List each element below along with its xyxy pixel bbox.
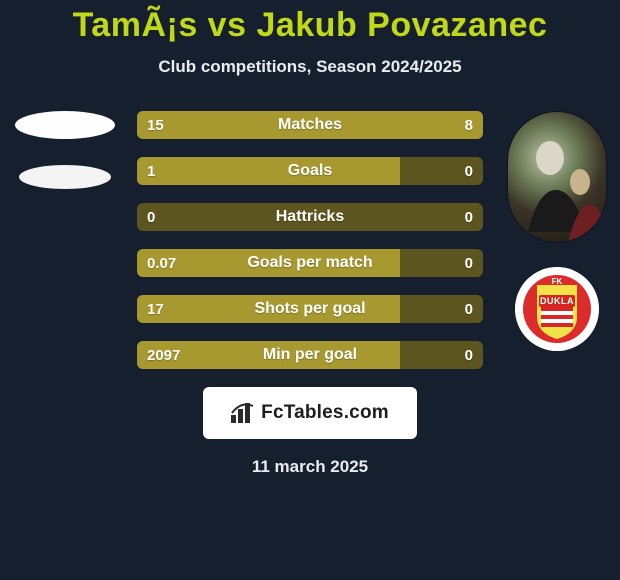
player-silhouette-icon bbox=[508, 112, 607, 243]
stat-row: 17Shots per goal0 bbox=[137, 295, 483, 323]
comparison-content: FK DUKLA 15Matches8 1Goals0 0Hattricks0 0.0… bbox=[0, 111, 620, 369]
stat-label: Shots per goal bbox=[137, 300, 483, 318]
stat-row: 1Goals0 bbox=[137, 157, 483, 185]
stat-label: Hattricks bbox=[137, 208, 483, 226]
fctables-logo-icon bbox=[231, 403, 255, 423]
stat-bars: 15Matches8 1Goals0 0Hattricks0 0.07Goals pe… bbox=[137, 111, 483, 369]
right-player-photo bbox=[507, 111, 607, 243]
right-player-column: FK DUKLA bbox=[502, 111, 612, 351]
left-player-photo-placeholder bbox=[15, 111, 115, 139]
club-crest-icon: FK DUKLA bbox=[515, 267, 599, 351]
stat-row: 0.07Goals per match0 bbox=[137, 249, 483, 277]
stat-label: Goals per match bbox=[137, 254, 483, 272]
subtitle: Club competitions, Season 2024/2025 bbox=[0, 57, 620, 77]
source-badge: FcTables.com bbox=[203, 387, 417, 439]
page-title: TamÃ¡s vs Jakub Povazanec bbox=[0, 0, 620, 45]
svg-text:FK: FK bbox=[552, 277, 563, 286]
left-club-badge-placeholder bbox=[19, 165, 111, 189]
stat-label: Goals bbox=[137, 162, 483, 180]
stat-label: Matches bbox=[137, 116, 483, 134]
stat-row: 0Hattricks0 bbox=[137, 203, 483, 231]
stat-row: 2097Min per goal0 bbox=[137, 341, 483, 369]
svg-text:DUKLA: DUKLA bbox=[540, 296, 574, 306]
stat-label: Min per goal bbox=[137, 346, 483, 364]
source-brand-text: FcTables.com bbox=[261, 402, 389, 424]
stat-row: 15Matches8 bbox=[137, 111, 483, 139]
date-text: 11 march 2025 bbox=[0, 457, 620, 477]
left-player-column bbox=[10, 111, 120, 189]
right-club-badge: FK DUKLA bbox=[515, 267, 599, 351]
